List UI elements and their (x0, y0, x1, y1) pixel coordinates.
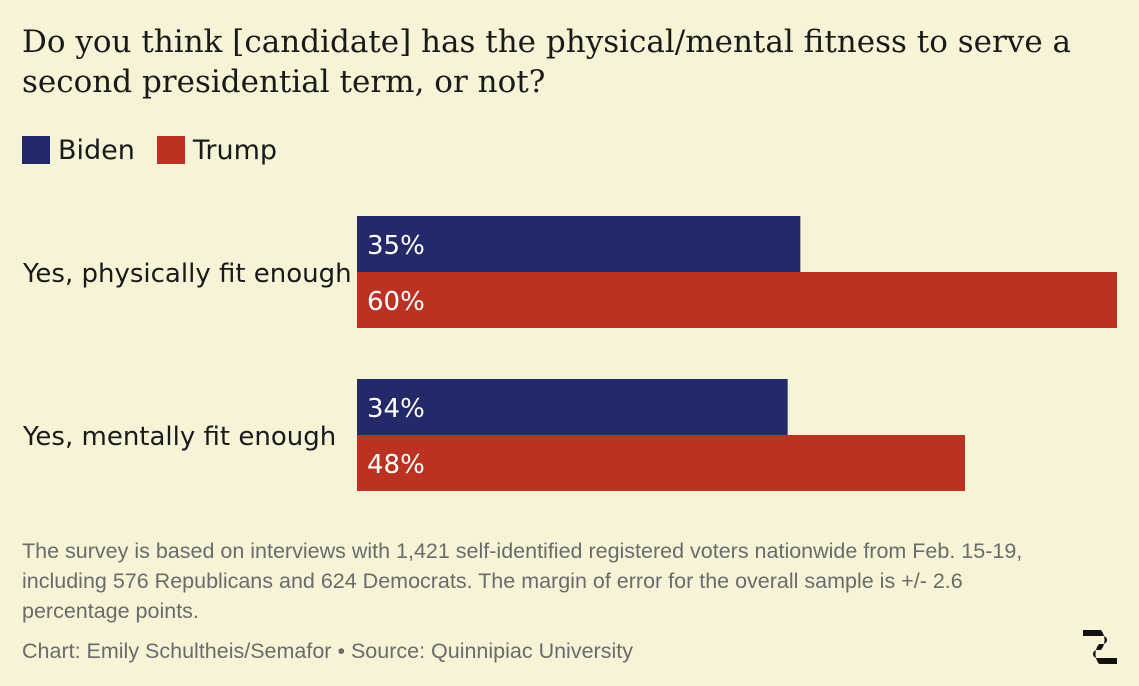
legend-swatch-trump (156, 136, 185, 164)
legend-label-trump: Trump (192, 134, 278, 166)
bar-chart: Yes, physically fit enough 35% 60% Yes, men… (22, 216, 1117, 491)
legend-item-biden: Biden (22, 135, 135, 166)
semafor-logo-icon (1083, 630, 1117, 664)
category-label-yes-physically-fit-enough: Yes, physically fit enough (22, 259, 352, 289)
legend-swatch-biden (22, 136, 50, 164)
chart-credit: Chart: Emily Schultheis/Semafor • Source… (22, 639, 633, 663)
legend-item-trump: Trump (156, 134, 278, 166)
bar-trump-yes-physically-fit-enough (357, 272, 1117, 328)
survey-note: The survey is based on interviews with 1… (22, 539, 1023, 623)
data-label-biden-yes-mentally-fit-enough: 34% (367, 394, 425, 424)
category-label-yes-mentally-fit-enough: Yes, mentally fit enough (22, 422, 336, 452)
chart-title: Do you think [candidate] has the physica… (22, 24, 1072, 100)
legend: Biden Trump (22, 133, 299, 167)
bar-trump-yes-mentally-fit-enough (357, 435, 965, 491)
bar-biden-yes-physically-fit-enough (357, 216, 801, 272)
legend-label-biden: Biden (58, 134, 135, 166)
data-label-trump-yes-physically-fit-enough: 60% (367, 287, 425, 317)
data-label-biden-yes-physically-fit-enough: 35% (367, 231, 425, 261)
data-label-trump-yes-mentally-fit-enough: 48% (367, 450, 425, 480)
bar-biden-yes-mentally-fit-enough (357, 379, 788, 435)
